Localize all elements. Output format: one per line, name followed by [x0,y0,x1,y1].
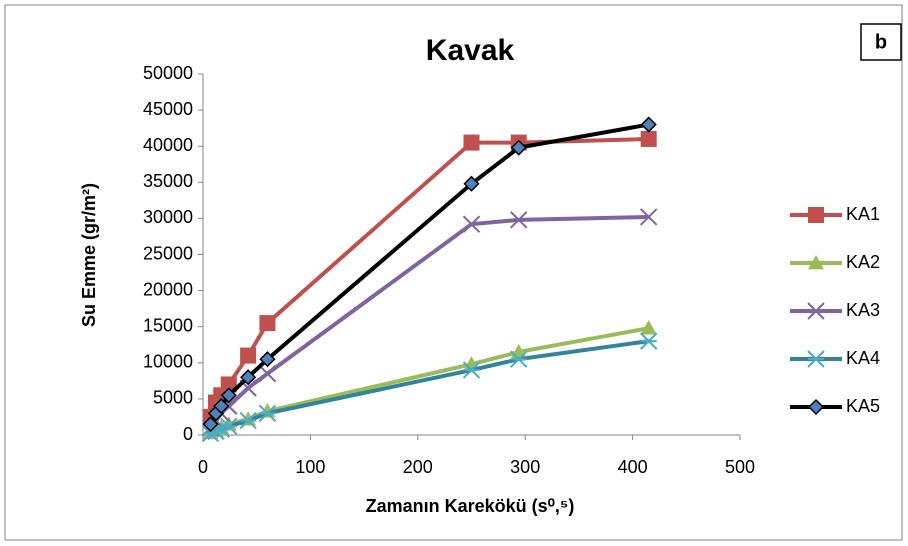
y-tick-label: 20000 [143,279,193,299]
x-tick-label: 0 [198,457,208,477]
legend-marker [807,302,825,320]
data-point [220,376,237,393]
data-point [640,208,658,226]
data-point [462,215,481,233]
legend-label: KA4 [846,348,880,368]
legend-label: KA2 [846,252,880,272]
y-tick-label: 45000 [143,99,193,119]
annotation: b [875,31,887,53]
data-point [463,175,480,192]
data-point [463,134,480,151]
legend-label: KA1 [846,204,880,224]
y-tick-label: 10000 [143,352,193,372]
data-point [640,332,658,350]
legend-label: KA5 [846,396,880,416]
y-tick-label: 15000 [143,315,193,335]
data-point [258,404,277,423]
y-axis-label: Su Emme (gr/m²) [79,183,99,327]
data-point [239,411,257,430]
y-tick-label: 25000 [143,243,193,263]
data-point [258,364,277,383]
x-tick-label: 100 [295,457,325,477]
data-point [220,387,237,404]
x-tick-label: 400 [618,457,648,477]
legend-label: KA3 [846,300,880,320]
legend-marker [808,207,824,223]
annotation-box [860,23,902,61]
x-tick-label: 300 [510,457,540,477]
data-point [240,369,257,386]
y-tick-label: 35000 [143,171,193,191]
x-tick-label: 200 [403,457,433,477]
x-tick-label: 500 [725,457,755,477]
y-tick-label: 5000 [153,388,193,408]
y-tick-label: 40000 [143,135,193,155]
chart-frame [4,4,903,541]
data-point [640,320,657,335]
data-point [202,416,219,433]
data-point [640,116,657,133]
data-point [640,130,657,147]
y-tick-label: 30000 [143,207,193,227]
data-point [213,398,230,415]
chart-title: Kavak [426,34,515,67]
data-point [510,350,528,368]
data-point [259,351,276,368]
legend-marker [807,398,825,416]
y-tick-label: 0 [183,424,193,444]
data-point [220,417,238,436]
legend-marker [808,255,824,270]
data-point [510,139,527,156]
x-axis-label: Zamanın Karekökü (s⁰,⁵) [366,496,575,516]
data-point [259,315,276,332]
data-point [462,361,481,379]
data-point [510,211,528,229]
y-tick-label: 50000 [143,63,193,83]
data-point [240,347,257,364]
legend-marker [807,350,825,368]
